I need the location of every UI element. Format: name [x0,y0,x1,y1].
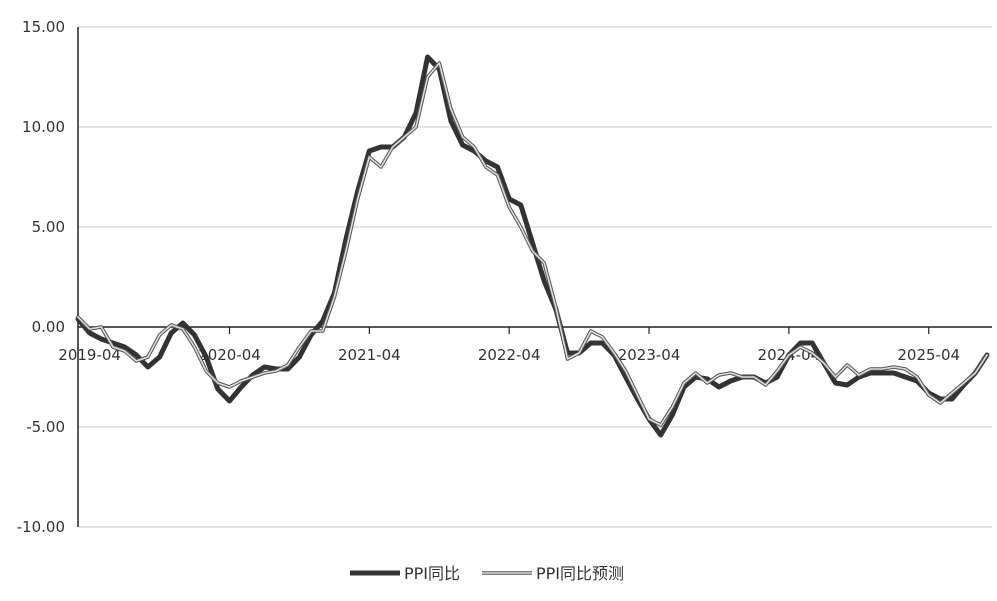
legend-label-ppi-yoy: PPI同比 [404,564,460,583]
series-line-ppi-yoy-forecast [77,62,988,426]
y-tick-label: 10.00 [22,118,65,136]
y-tick-label: 5.00 [32,218,65,236]
x-tick-label: 2021-04 [338,346,401,364]
series [75,54,990,438]
axes: 15.00 10.00 5.00 0.00 -5.00 -10.00 2019-04 2020… [17,18,992,536]
x-tick-label: 2025-04 [897,346,960,364]
x-tick-label: 2022-04 [478,346,541,364]
y-tick-label: -10.00 [17,518,65,536]
x-tick-label: 2019-04 [58,346,121,364]
legend: PPI同比 PPI同比预测 [350,564,624,583]
gridlines [78,26,992,528]
legend-label-ppi-yoy-forecast: PPI同比预测 [536,564,624,583]
series-line-ppi-yoy [75,54,990,438]
y-tick-label: 0.00 [32,318,65,336]
x-tick-label: 2020-04 [198,346,261,364]
y-tick-label: 15.00 [22,18,65,36]
x-tick-label: 2023-04 [618,346,681,364]
y-tick-label: -5.00 [26,418,65,436]
